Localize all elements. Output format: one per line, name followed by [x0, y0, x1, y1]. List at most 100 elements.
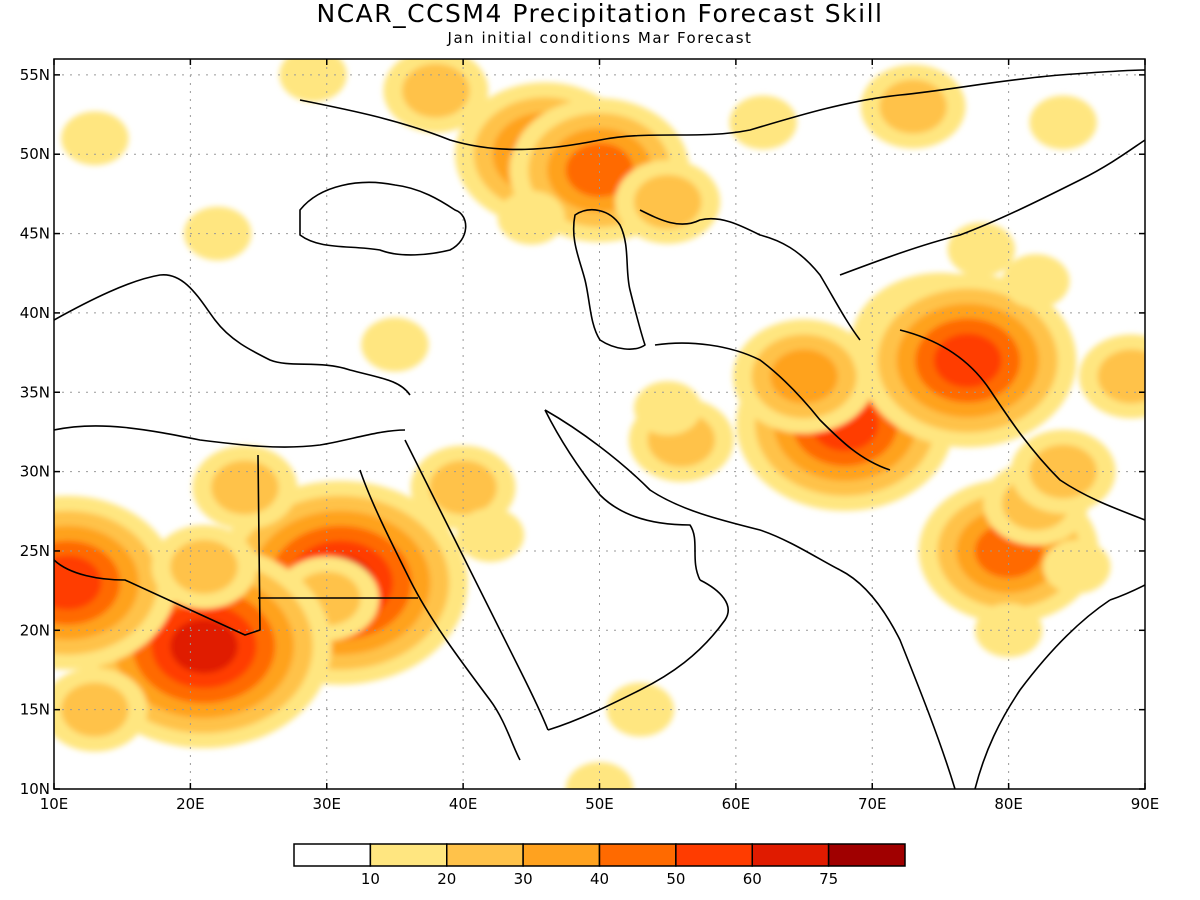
black-sea-coast — [299, 181, 467, 256]
lon-tick-label: 70E — [858, 795, 887, 813]
skill-contour — [633, 381, 702, 436]
red-sea-west-coast — [359, 469, 521, 761]
skill-contour — [183, 206, 252, 261]
skill-region — [860, 64, 966, 149]
colorbar-swatch — [293, 843, 372, 867]
lat-tick-label: 55N — [20, 66, 50, 84]
skill-region — [361, 317, 429, 372]
lon-tick-label: 20E — [176, 795, 205, 813]
skill-contour — [947, 222, 1016, 277]
axes: 10E 20E 30E 40E 50E 60E 70E 80E 90E 10N 15N 20N 25N 3… — [20, 59, 1160, 813]
bay-of-bengal-coast — [1109, 584, 1145, 601]
lat-tick-label: 40N — [20, 304, 50, 322]
central-asia-borders — [639, 209, 861, 341]
skill-contour — [933, 333, 1002, 388]
skill-region — [192, 445, 298, 530]
russia-south-border — [299, 69, 1145, 151]
skill-region — [1029, 95, 1097, 150]
skill-contour — [1029, 95, 1097, 150]
skill-region — [54, 495, 177, 670]
skill-region — [151, 524, 257, 609]
skill-contour — [565, 762, 634, 789]
skill-region — [1043, 539, 1111, 594]
skill-region — [633, 381, 702, 436]
red-sea-east-coast — [404, 439, 549, 731]
skill-region — [1078, 334, 1145, 419]
skill-region — [565, 762, 634, 789]
iran-south-coast — [544, 409, 841, 571]
mediterranean-north-coast — [54, 274, 411, 396]
lon-tick-label: 50E — [585, 795, 614, 813]
colorbar-swatch — [751, 843, 830, 867]
skill-region — [383, 59, 489, 133]
skill-region — [858, 273, 1077, 448]
arabian-peninsula-south-coast — [547, 579, 729, 731]
skill-contour — [1002, 254, 1070, 309]
skill-contour — [456, 508, 525, 563]
skill-region — [947, 222, 1016, 277]
lat-tick-label: 10N — [20, 780, 50, 798]
lon-tick-label: 80E — [994, 795, 1023, 813]
colorbar-label: 30 — [514, 870, 533, 888]
colorbar-label: 60 — [743, 870, 762, 888]
skill-contour — [211, 460, 279, 515]
lat-tick-label: 15N — [20, 701, 50, 719]
lon-tick-label: 40E — [449, 795, 478, 813]
skill-region — [61, 111, 129, 166]
skill-contour — [402, 63, 470, 118]
india-east-coast — [974, 599, 1111, 789]
lat-tick-label: 20N — [20, 621, 50, 639]
skill-region — [183, 206, 252, 261]
colorbar-label: 10 — [361, 870, 380, 888]
skill-contour — [170, 619, 238, 674]
skill-contour — [279, 59, 347, 102]
map-subtitle: Jan initial conditions Mar Forecast — [447, 29, 753, 47]
skill-region — [279, 59, 347, 102]
mediterranean-south-coast — [54, 425, 406, 448]
colorbar-label: 20 — [437, 870, 456, 888]
lon-tick-label: 60E — [722, 795, 751, 813]
skill-contour — [497, 190, 566, 245]
persian-gulf-coast — [544, 409, 701, 581]
skill-region — [974, 603, 1043, 658]
skill-contour — [170, 539, 238, 594]
colorbar-swatch — [598, 843, 677, 867]
india-west-coast — [839, 569, 956, 789]
caspian-sea-coast — [572, 209, 646, 350]
lat-tick-label: 35N — [20, 383, 50, 401]
lat-tick-label: 50N — [20, 145, 50, 163]
china-north-border — [839, 139, 1145, 276]
skill-region — [729, 95, 797, 150]
skill-contour — [606, 682, 675, 737]
skill-contour — [361, 317, 429, 372]
coastlines-and-borders — [54, 69, 1145, 789]
lon-tick-label: 90E — [1131, 795, 1160, 813]
skill-region — [497, 190, 566, 245]
lat-tick-label: 30N — [20, 463, 50, 481]
skill-region — [456, 508, 525, 563]
lat-tick-label: 25N — [20, 542, 50, 560]
afghanistan-border — [654, 342, 891, 471]
skill-region — [1002, 254, 1070, 309]
skill-contour — [54, 555, 102, 610]
skill-contour — [1043, 539, 1111, 594]
skill-region — [615, 159, 721, 244]
lon-tick-label: 10E — [40, 795, 69, 813]
lon-tick-label: 30E — [312, 795, 341, 813]
grid-lines — [54, 59, 1145, 789]
colorbar-swatch — [827, 843, 906, 867]
skill-contour — [565, 143, 634, 198]
skill-contour — [429, 460, 497, 515]
colorbar-label: 50 — [666, 870, 685, 888]
himalaya-border — [899, 329, 1145, 521]
colorbar-swatch — [522, 843, 601, 867]
skill-region — [606, 682, 675, 737]
skill-contour — [729, 95, 797, 150]
colorbar-label: 40 — [590, 870, 609, 888]
skill-contour — [1097, 349, 1145, 404]
lat-tick-label: 45N — [20, 225, 50, 243]
skill-region — [732, 319, 876, 434]
colorbar-swatch — [369, 843, 448, 867]
skill-contour — [879, 79, 947, 134]
